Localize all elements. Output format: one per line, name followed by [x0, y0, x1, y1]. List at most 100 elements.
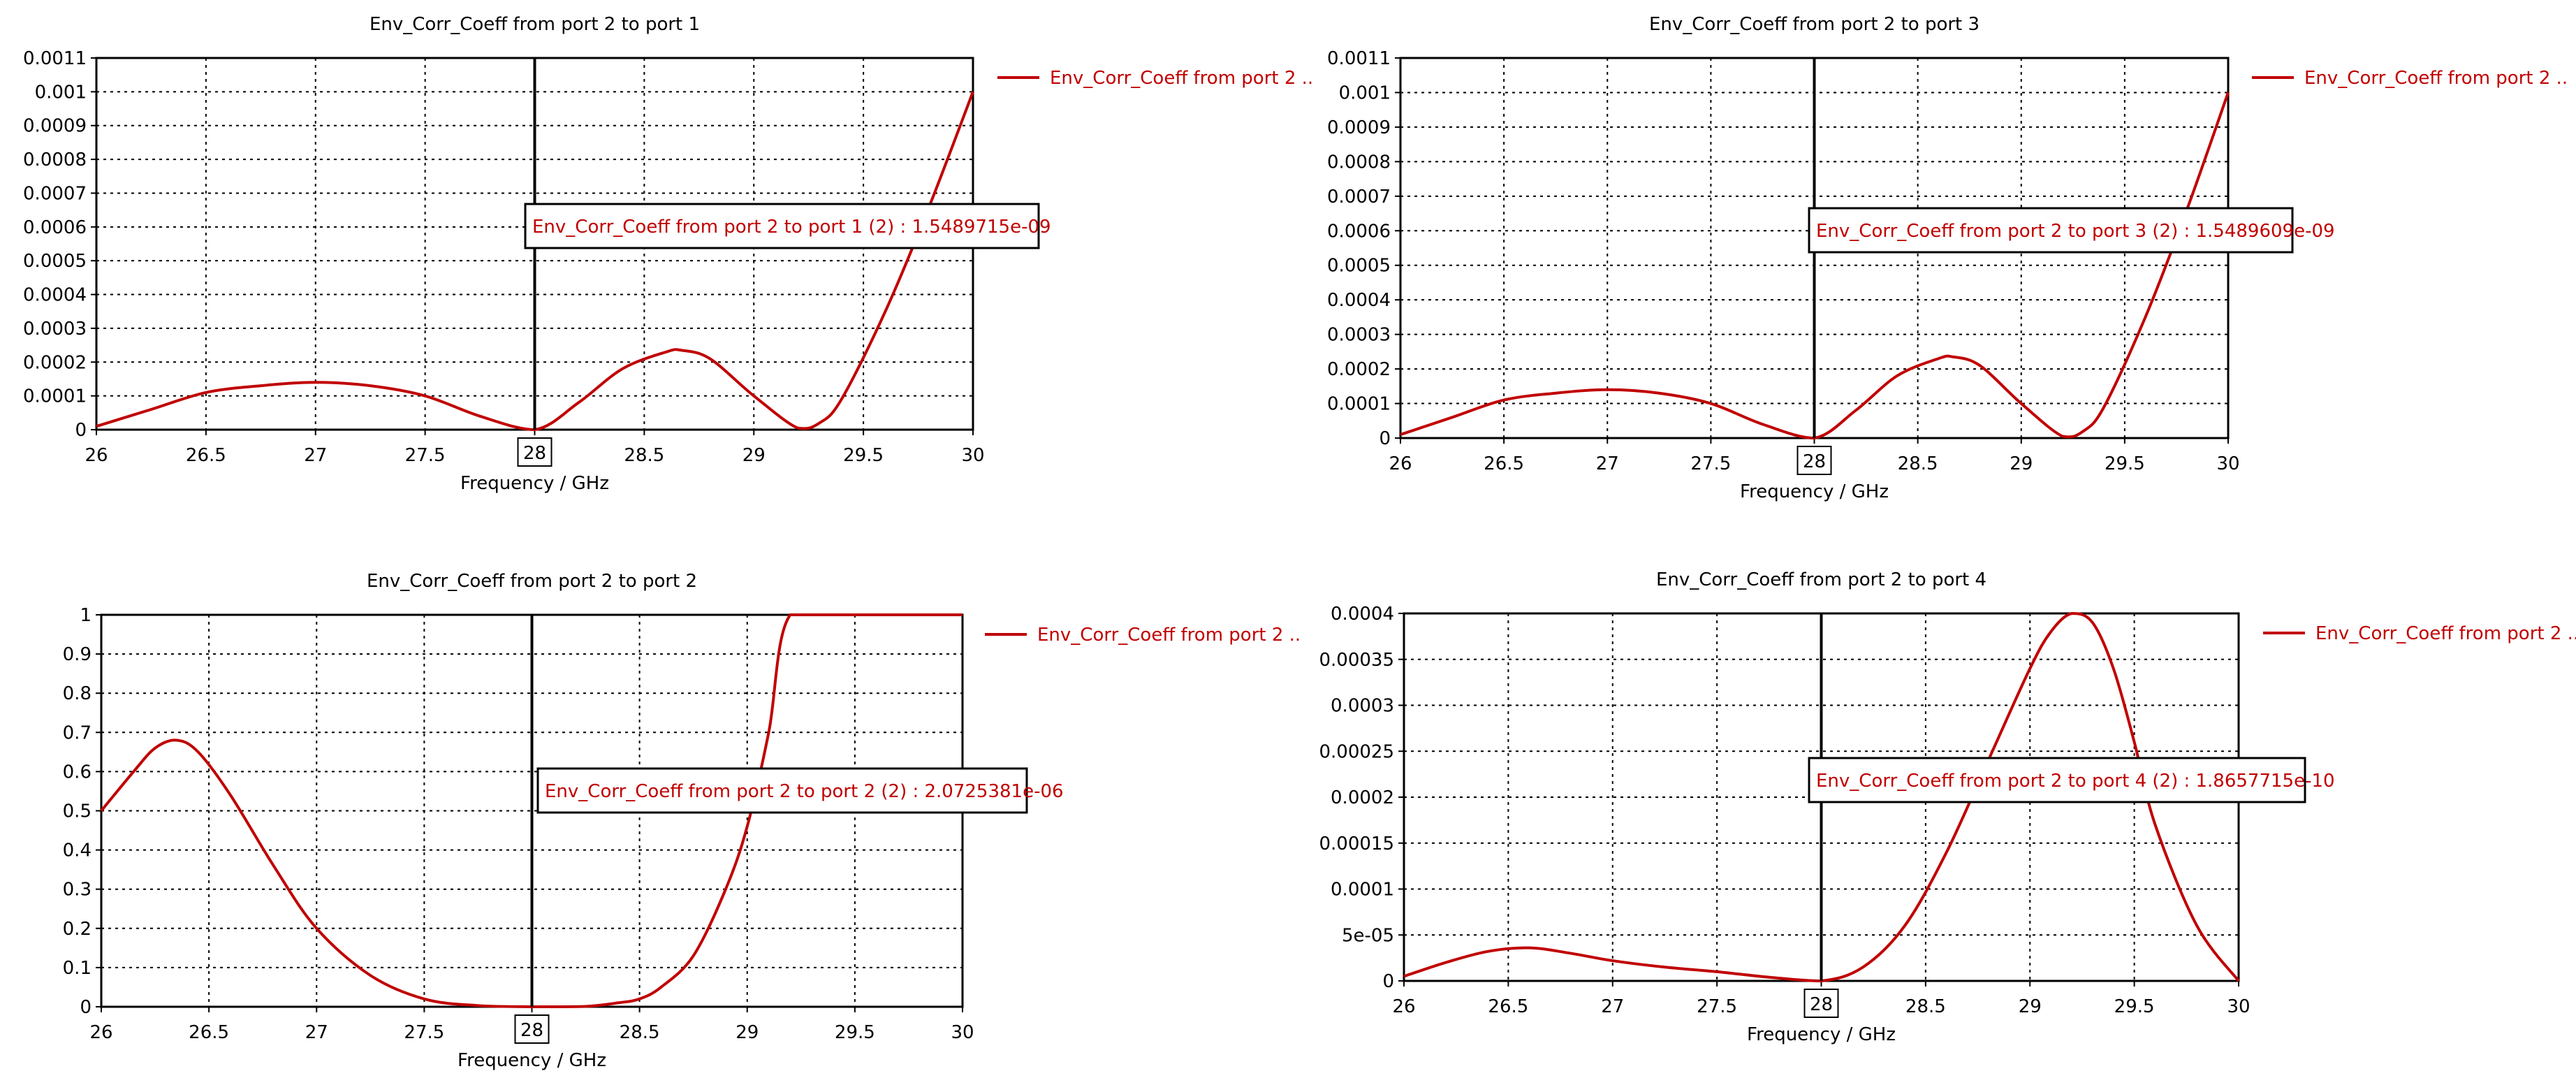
x-tick-label: 29	[2019, 996, 2042, 1017]
series-line	[1400, 92, 2230, 440]
marker-annotation-text: Env_Corr_Coeff from port 2 to port 4 (2)…	[1816, 771, 2335, 792]
chart-title: Env_Corr_Coeff from port 2 to port 4	[1656, 569, 1986, 590]
x-tick-label: 28.5	[1905, 996, 1946, 1017]
legend-entry: Env_Corr_Coeff from port 2 ..	[2304, 68, 2568, 89]
x-tick-label: 30	[2227, 996, 2250, 1017]
y-tick-label: 0.0001	[1327, 394, 1391, 415]
y-tick-label: 0.0007	[23, 183, 87, 204]
x-tick-label: 27.5	[404, 1022, 444, 1043]
x-tick-label: 28.5	[1898, 453, 1938, 474]
y-tick-label: 0.3	[63, 880, 92, 901]
y-tick-label: 0.2	[63, 919, 92, 940]
x-tick-label: 27	[304, 445, 327, 466]
y-tick-label: 0.0002	[23, 352, 87, 373]
y-tick-label: 0.0001	[1331, 880, 1394, 901]
chart-4: Env_Corr_Coeff from port 2 to port 4 0 5e-…	[1319, 569, 2576, 1045]
x-tick-label: 28.5	[620, 1022, 660, 1043]
y-tick-label: 0.0009	[23, 116, 87, 137]
x-tick-label: 27.5	[405, 445, 446, 466]
x-tick-label: 28.5	[624, 445, 664, 466]
y-tick-label: 0.0008	[23, 150, 87, 170]
marker-x-box	[514, 1014, 550, 1044]
marker-x-label: 28	[520, 1020, 543, 1041]
y-tick-label: 0.001	[35, 82, 87, 103]
y-tick-label: 0.0003	[23, 319, 87, 340]
x-axis-label: Frequency / GHz	[458, 1050, 606, 1071]
x-tick-label: 27.5	[1690, 453, 1731, 474]
marker-annotation-text: Env_Corr_Coeff from port 2 to port 3 (2)…	[1816, 221, 2335, 242]
marker-annotation-box	[1808, 757, 2306, 803]
legend-entry: Env_Corr_Coeff from port 2 ..	[1050, 68, 1313, 89]
chart-title: Env_Corr_Coeff from port 2 to port 2	[367, 571, 697, 592]
x-tick-label: 26	[85, 445, 108, 466]
x-tick-label: 26.5	[1488, 996, 1528, 1017]
y-tick-label: 0.0002	[1331, 787, 1394, 808]
chart-2: Env_Corr_Coeff from port 2 to port 3 0 0.0…	[1327, 14, 2568, 502]
y-tick-label: 0.8	[63, 683, 92, 704]
x-tick-label: 29.5	[2114, 996, 2155, 1017]
y-tick-label: 0.0011	[23, 48, 87, 69]
marker-x-label: 28	[1810, 994, 1833, 1015]
x-tick-label: 30	[961, 445, 984, 466]
y-tick-label: 0.7	[63, 722, 92, 743]
y-tick-label: 0.0008	[1327, 152, 1391, 173]
y-tick-label: 0.1	[63, 958, 92, 979]
marker-x-label: 28	[523, 443, 546, 464]
chart-1: Env_Corr_Coeff from port 2 to port 1 0 0.0…	[23, 14, 1313, 494]
marker-annotation-box	[1808, 207, 2294, 254]
y-tick-label: 0.0005	[1327, 256, 1391, 277]
y-tick-label: 0	[75, 420, 87, 441]
y-tick-label: 1	[80, 605, 92, 626]
x-axis-label: Frequency / GHz	[1747, 1024, 1896, 1045]
marker-x-label: 28	[1803, 451, 1826, 472]
marker-x-box	[517, 437, 552, 467]
y-tick-label: 0.0009	[1327, 117, 1391, 138]
chart-title: Env_Corr_Coeff from port 2 to port 3	[1649, 14, 1979, 35]
y-tick-label: 0.0004	[1331, 604, 1394, 625]
y-tick-label: 0.5	[63, 801, 92, 822]
x-tick-label: 29.5	[843, 445, 884, 466]
x-tick-label: 27.5	[1697, 996, 1737, 1017]
y-tick-label: 0.0004	[23, 285, 87, 306]
y-tick-label: 0.0005	[23, 251, 87, 272]
y-tick-label: 0.9	[63, 644, 92, 665]
y-tick-label: 0	[1379, 428, 1391, 449]
series-line	[100, 613, 963, 1009]
x-tick-label: 26.5	[1484, 453, 1524, 474]
legend-entry: Env_Corr_Coeff from port 2 ..	[2315, 623, 2576, 644]
marker-annotation-box	[524, 203, 1040, 249]
x-tick-label: 26.5	[186, 445, 226, 466]
y-tick-label: 0.0006	[1327, 221, 1391, 242]
y-tick-label: 0	[80, 997, 92, 1018]
x-tick-label: 30	[951, 1022, 974, 1043]
x-tick-label: 27	[1596, 453, 1619, 474]
x-tick-label: 29.5	[2105, 453, 2145, 474]
x-tick-label: 29	[742, 445, 766, 466]
x-tick-label: 26	[1392, 996, 1415, 1017]
x-tick-label: 27	[305, 1022, 328, 1043]
x-axis-label: Frequency / GHz	[1740, 481, 1889, 502]
y-tick-label: 0.0004	[1327, 290, 1391, 311]
y-tick-label: 0.00025	[1319, 741, 1394, 762]
y-tick-label: 0.0011	[1327, 48, 1391, 69]
x-tick-label: 29	[736, 1022, 759, 1043]
y-tick-label: 0.6	[63, 762, 92, 782]
marker-annotation-text: Env_Corr_Coeff from port 2 to port 1 (2)…	[532, 217, 1051, 238]
x-axis-label: Frequency / GHz	[460, 473, 609, 494]
marker-x-box	[1803, 989, 1839, 1018]
legend-entry: Env_Corr_Coeff from port 2 ..	[1037, 625, 1301, 646]
y-tick-label: 0.0002	[1327, 359, 1391, 380]
y-tick-label: 0.0001	[23, 386, 87, 407]
x-tick-label: 26	[1389, 453, 1412, 474]
x-tick-label: 26	[89, 1022, 112, 1043]
y-tick-label: 5e-05	[1342, 925, 1394, 946]
y-tick-label: 0.0006	[23, 217, 87, 238]
series-line	[1403, 611, 2240, 983]
y-tick-label: 0.0003	[1327, 325, 1391, 346]
x-tick-label: 26.5	[189, 1022, 229, 1043]
marker-annotation-box	[536, 767, 1028, 814]
x-tick-label: 27	[1601, 996, 1624, 1017]
y-tick-label: 0.001	[1339, 82, 1391, 103]
x-tick-label: 30	[2216, 453, 2239, 474]
